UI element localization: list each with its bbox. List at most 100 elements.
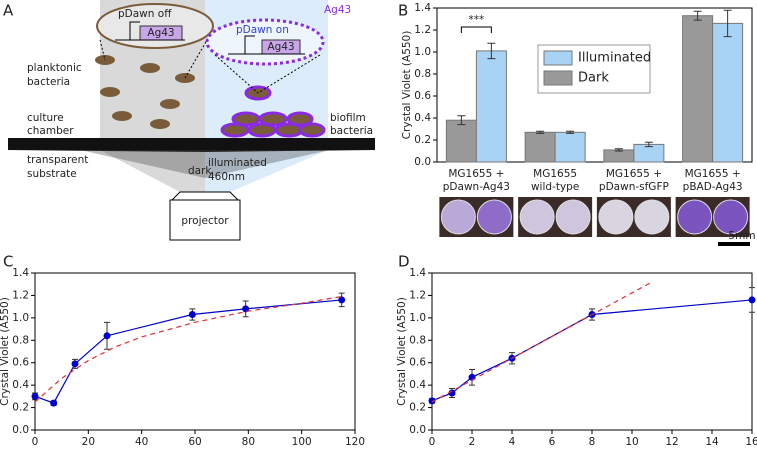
error-bar (644, 141, 653, 148)
y-tick-label: 1.0 (409, 312, 426, 324)
point (448, 389, 456, 397)
legend-swatch (543, 70, 573, 86)
y-tick-label: 1.0 (414, 46, 431, 58)
panel-label: B (398, 2, 408, 20)
label: Ag43 (324, 4, 351, 16)
well (440, 199, 476, 235)
x-tick-label: 2 (469, 436, 476, 448)
promoter (115, 21, 185, 41)
y-axis-label: Crystal Violet (A550) (396, 297, 408, 406)
y-axis-label: Crystal Violet (A550) (0, 297, 11, 406)
x-tick-label: 0 (32, 436, 39, 448)
x-tick-label: 40 (135, 436, 148, 448)
x-tick-label: 14 (705, 436, 719, 448)
panel-label: C (3, 253, 13, 271)
error-bar (723, 9, 732, 38)
bar (445, 119, 477, 163)
label: transparent (27, 154, 88, 166)
y-axis-label: Crystal Violet (A550) (401, 31, 413, 140)
y-tick-label: 0.8 (12, 334, 29, 346)
bar (554, 131, 586, 163)
y-tick-label: 0.4 (12, 379, 29, 391)
scale-bar-label: 5mm (728, 230, 755, 242)
y-tick-label: 1.0 (12, 312, 29, 324)
projector-box (169, 199, 241, 241)
x-tick-label: MG1655 + (685, 168, 741, 180)
x-tick-label: 20 (82, 436, 95, 448)
y-tick-label: 1.2 (414, 24, 431, 36)
well (677, 199, 713, 235)
y-tick-label: 0.4 (414, 112, 431, 124)
y-tick-label: 0.6 (414, 90, 431, 102)
plot-frame (436, 7, 753, 163)
label: Ag43 (147, 27, 174, 39)
bar (475, 50, 507, 163)
scale-bar (718, 242, 750, 246)
x-tick-label: pDawn-Ag43 (443, 181, 510, 193)
point (50, 399, 58, 407)
y-tick-label: 0.8 (414, 68, 431, 80)
x-tick-label: 8 (589, 436, 596, 448)
error-bar (536, 130, 545, 134)
promoter (228, 35, 305, 55)
x-tick-label: 60 (188, 436, 201, 448)
well (713, 199, 749, 235)
shadow (80, 150, 330, 178)
label: 460nm (208, 171, 245, 183)
x-tick-label: 80 (242, 436, 255, 448)
y-tick-label: 0.0 (409, 424, 426, 436)
panel-label: D (398, 253, 410, 271)
legend-label: Dark (578, 71, 609, 86)
fit-line (34, 295, 342, 403)
substrate (8, 138, 375, 152)
point (31, 392, 39, 400)
y-tick-label: 1.4 (414, 2, 431, 14)
plot-frame (34, 272, 356, 431)
error-bar (614, 148, 623, 152)
x-tick-label: MG1655 + (448, 168, 504, 180)
x-tick-label: 6 (549, 436, 556, 448)
x-tick-label: 120 (345, 436, 365, 448)
bar (524, 131, 556, 163)
point (188, 310, 196, 318)
diagram: pDawn off Ag43 pDawn on Ag43 Ag43 plankt… (8, 0, 375, 241)
label: dark (188, 165, 212, 177)
y-tick-label: 0.2 (409, 402, 426, 414)
x-tick-label: 12 (665, 436, 678, 448)
error-bar (693, 10, 702, 21)
point (748, 296, 756, 304)
plot-frame (431, 272, 753, 431)
x-tick-label: wild-type (531, 181, 579, 193)
data-line (34, 299, 342, 404)
point (242, 305, 250, 313)
dark-beam (100, 150, 205, 192)
y-tick-label: 0.2 (12, 402, 29, 414)
y-tick-label: 0.0 (414, 156, 431, 168)
fit-line (431, 281, 653, 403)
legend-label: Illuminated (578, 51, 651, 66)
label: projector (181, 215, 229, 227)
x-tick-label: pDawn-sfGFP (599, 181, 669, 193)
label: culture (27, 112, 64, 124)
label: substrate (27, 168, 77, 180)
label: bacteria (330, 125, 373, 137)
x-tick-label: 0 (429, 436, 436, 448)
bar (603, 149, 635, 163)
point (103, 332, 111, 340)
label: pDawn off (118, 8, 172, 20)
y-tick-label: 1.2 (12, 289, 29, 301)
y-tick-label: 0.6 (409, 357, 426, 369)
biofilm-cells (220, 85, 326, 138)
y-tick-label: 1.2 (409, 289, 426, 301)
well (634, 199, 670, 235)
bar (712, 22, 744, 163)
y-tick-label: 1.4 (409, 267, 426, 279)
x-tick-label: 10 (625, 436, 638, 448)
y-tick-label: 0.0 (12, 424, 29, 436)
data-line (431, 299, 753, 402)
point (71, 360, 79, 368)
label: biofilm (330, 112, 366, 124)
label: bacteria (27, 76, 70, 88)
well (598, 199, 634, 235)
